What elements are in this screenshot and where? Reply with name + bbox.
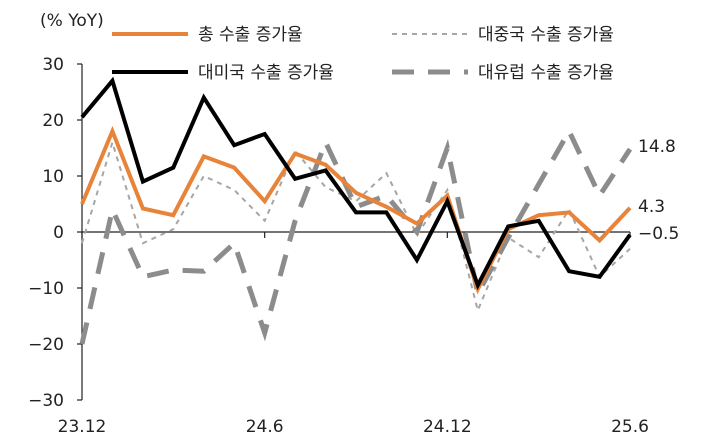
series-line (80, 76, 632, 291)
end-labels: 14.8 4.3 −0.5 (638, 137, 679, 244)
y-tick-label: 20 (42, 111, 64, 131)
x-tick-label: 24.6 (246, 417, 284, 437)
end-value-label: 4.3 (638, 197, 665, 217)
legend-label: 대중국 수출 증가율 (478, 25, 614, 45)
x-tick-label: 25.6 (611, 417, 649, 437)
series-line (79, 125, 633, 345)
y-tick-label: 0 (53, 223, 64, 243)
unit-label: (% YoY) (40, 11, 104, 31)
y-tick-label: 10 (42, 167, 64, 187)
legend-label: 대미국 수출 증가율 (198, 63, 334, 83)
y-tick-label: 30 (42, 55, 64, 75)
series-layer (79, 76, 633, 345)
x-tick-label: 23.12 (58, 417, 107, 437)
y-tick-label: −30 (28, 391, 64, 411)
end-value-label: 14.8 (638, 137, 676, 157)
y-tick-label: −10 (28, 279, 64, 299)
legend-label: 총 수출 증가율 (198, 25, 303, 45)
end-value-label: −0.5 (638, 224, 679, 244)
y-tick-label: −20 (28, 335, 64, 355)
axes: 30 20 10 0 −10 −20 −30 23.12 24.6 24.12 25.6 (28, 55, 649, 437)
legend-label: 대유럽 수출 증가율 (478, 63, 614, 83)
series-line (81, 138, 631, 314)
x-tick-label: 24.12 (423, 417, 472, 437)
